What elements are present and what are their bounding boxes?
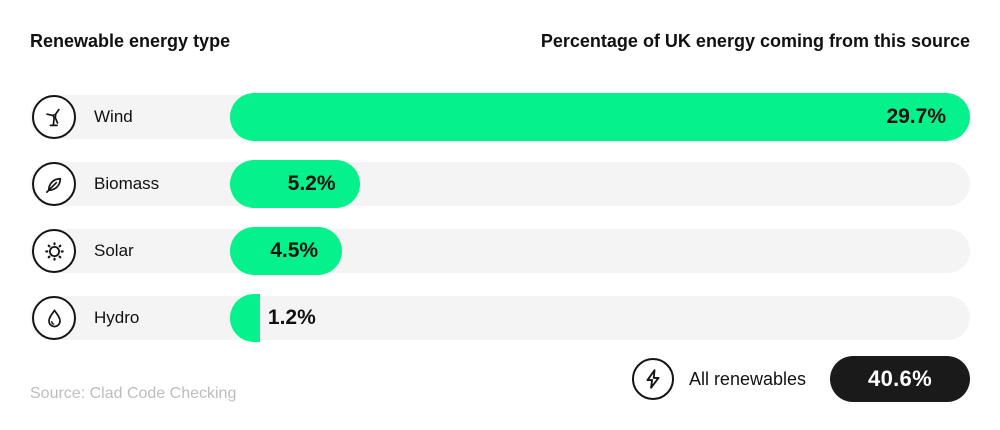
total-label: All renewables bbox=[688, 368, 806, 389]
bar-value: 5.2% bbox=[287, 172, 336, 195]
chart-row-hydro: Hydro 1.2% bbox=[30, 294, 970, 342]
bar-area: 1.2% bbox=[230, 294, 970, 342]
category-label: Solar bbox=[94, 241, 134, 260]
lightning-bolt-icon bbox=[631, 358, 674, 400]
chart-row-solar: Solar 4.5% bbox=[30, 227, 970, 275]
total-summary: All renewables 40.6% bbox=[631, 356, 970, 402]
row-track bbox=[30, 229, 970, 273]
total-pill: 40.6% bbox=[830, 356, 970, 402]
value-column-title: Percentage of UK energy coming from this… bbox=[540, 31, 970, 51]
bar: 5.2% bbox=[230, 160, 360, 208]
bar-area: 5.2% bbox=[230, 160, 970, 208]
bar-value: 29.7% bbox=[886, 105, 946, 128]
bar: 1.2% bbox=[230, 294, 316, 342]
header: Renewable energy type Percentage of UK e… bbox=[30, 31, 970, 52]
bar-value: 4.5% bbox=[270, 239, 319, 262]
wind-turbine-icon bbox=[32, 95, 76, 139]
bar: 4.5% bbox=[230, 227, 343, 275]
bar-area: 4.5% bbox=[230, 227, 970, 275]
chart-row-wind: Wind 29.7% bbox=[30, 93, 970, 141]
bar-chart: Wind 29.7% Biomass 5.2% bbox=[30, 93, 970, 363]
row-track bbox=[30, 162, 970, 206]
category-label: Wind bbox=[94, 107, 133, 126]
bar: 29.7% bbox=[230, 93, 970, 141]
category-label: Biomass bbox=[94, 174, 160, 193]
water-drop-icon bbox=[32, 296, 76, 340]
row-track bbox=[30, 296, 970, 340]
source-credit: Source: Clad Code Checking bbox=[30, 385, 237, 402]
category-label: Hydro bbox=[94, 308, 140, 327]
bar-value: 1.2% bbox=[267, 306, 316, 329]
sun-icon bbox=[32, 229, 76, 273]
category-column-title: Renewable energy type bbox=[30, 31, 231, 51]
leaf-icon bbox=[32, 162, 76, 206]
total-value: 40.6% bbox=[868, 366, 932, 391]
bar-area: 29.7% bbox=[230, 93, 970, 141]
chart-row-biomass: Biomass 5.2% bbox=[30, 160, 970, 208]
